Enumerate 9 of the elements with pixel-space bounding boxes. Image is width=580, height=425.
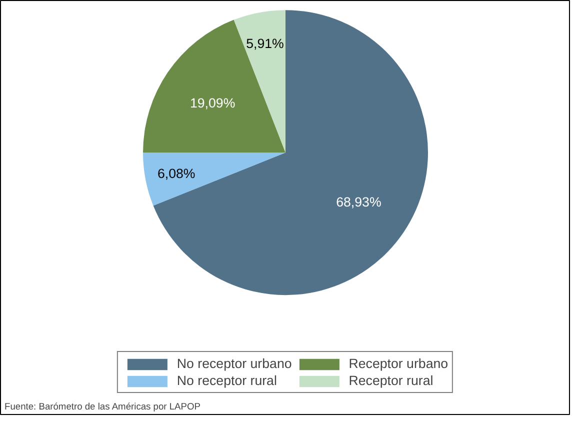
data-label: 68,93% <box>336 194 382 210</box>
data-label: 6,08% <box>157 166 196 182</box>
legend-label: No receptor rural <box>176 373 277 388</box>
legend-label: Receptor urbano <box>348 356 448 371</box>
data-label: 19,09% <box>190 95 236 110</box>
source-note: Fuente: Barómetro de las Américas por LAPOP <box>4 402 200 412</box>
data-label: 5,91% <box>246 36 284 52</box>
legend-label: Receptor rural <box>348 373 434 388</box>
legend-label: No receptor urbano <box>176 356 292 371</box>
